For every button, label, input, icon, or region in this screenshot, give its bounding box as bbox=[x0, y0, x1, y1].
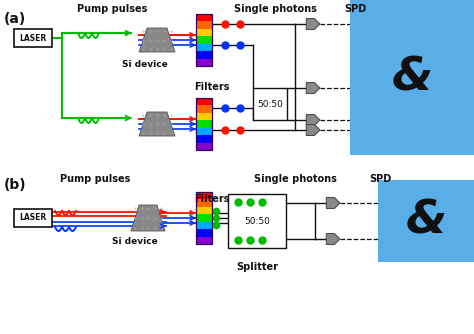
Bar bbox=[196, 21, 212, 29]
Bar bbox=[196, 135, 212, 143]
Bar bbox=[196, 98, 212, 150]
Text: (a): (a) bbox=[4, 12, 26, 26]
Text: SPD: SPD bbox=[344, 4, 366, 14]
Bar bbox=[196, 51, 212, 58]
Bar bbox=[196, 106, 212, 113]
Text: Si device: Si device bbox=[112, 237, 158, 246]
Bar bbox=[196, 222, 212, 229]
Polygon shape bbox=[139, 112, 175, 136]
Text: 50:50: 50:50 bbox=[244, 216, 270, 225]
Bar bbox=[378, 180, 474, 262]
Text: Single photons: Single photons bbox=[234, 4, 317, 14]
Bar bbox=[14, 29, 52, 47]
Polygon shape bbox=[306, 115, 320, 126]
Text: SPD: SPD bbox=[369, 174, 391, 184]
Bar bbox=[196, 44, 212, 51]
Bar bbox=[196, 14, 212, 66]
Bar bbox=[196, 207, 212, 214]
Polygon shape bbox=[326, 197, 340, 208]
Text: &: & bbox=[392, 55, 433, 101]
Text: &: & bbox=[405, 198, 447, 243]
Bar bbox=[196, 199, 212, 207]
Bar bbox=[196, 192, 212, 244]
Text: Filters: Filters bbox=[194, 194, 230, 204]
Polygon shape bbox=[131, 205, 165, 231]
Text: Filters: Filters bbox=[194, 82, 230, 92]
Bar bbox=[196, 36, 212, 44]
Text: LASER: LASER bbox=[19, 213, 46, 222]
Text: Si device: Si device bbox=[122, 60, 168, 69]
Bar bbox=[196, 236, 212, 244]
Bar bbox=[196, 58, 212, 66]
Bar bbox=[196, 29, 212, 36]
Bar bbox=[196, 14, 212, 21]
Polygon shape bbox=[306, 18, 320, 29]
Text: (b): (b) bbox=[4, 178, 27, 192]
Bar bbox=[196, 214, 212, 222]
Text: Splitter: Splitter bbox=[236, 262, 278, 272]
Bar bbox=[253, 88, 287, 120]
Bar bbox=[196, 120, 212, 128]
Bar bbox=[196, 128, 212, 135]
Bar bbox=[228, 194, 286, 248]
Bar bbox=[196, 113, 212, 120]
Text: Single photons: Single photons bbox=[254, 174, 337, 184]
Bar bbox=[196, 98, 212, 106]
Bar bbox=[350, 0, 474, 155]
Bar bbox=[196, 192, 212, 199]
Bar bbox=[196, 229, 212, 236]
Polygon shape bbox=[306, 125, 320, 136]
Bar bbox=[196, 143, 212, 150]
Bar bbox=[14, 209, 52, 227]
Text: Pump pulses: Pump pulses bbox=[77, 4, 147, 14]
Polygon shape bbox=[326, 233, 340, 244]
Polygon shape bbox=[139, 28, 175, 52]
Text: Pump pulses: Pump pulses bbox=[60, 174, 130, 184]
Text: 50:50: 50:50 bbox=[257, 100, 283, 109]
Polygon shape bbox=[306, 82, 320, 94]
Text: LASER: LASER bbox=[19, 33, 46, 42]
